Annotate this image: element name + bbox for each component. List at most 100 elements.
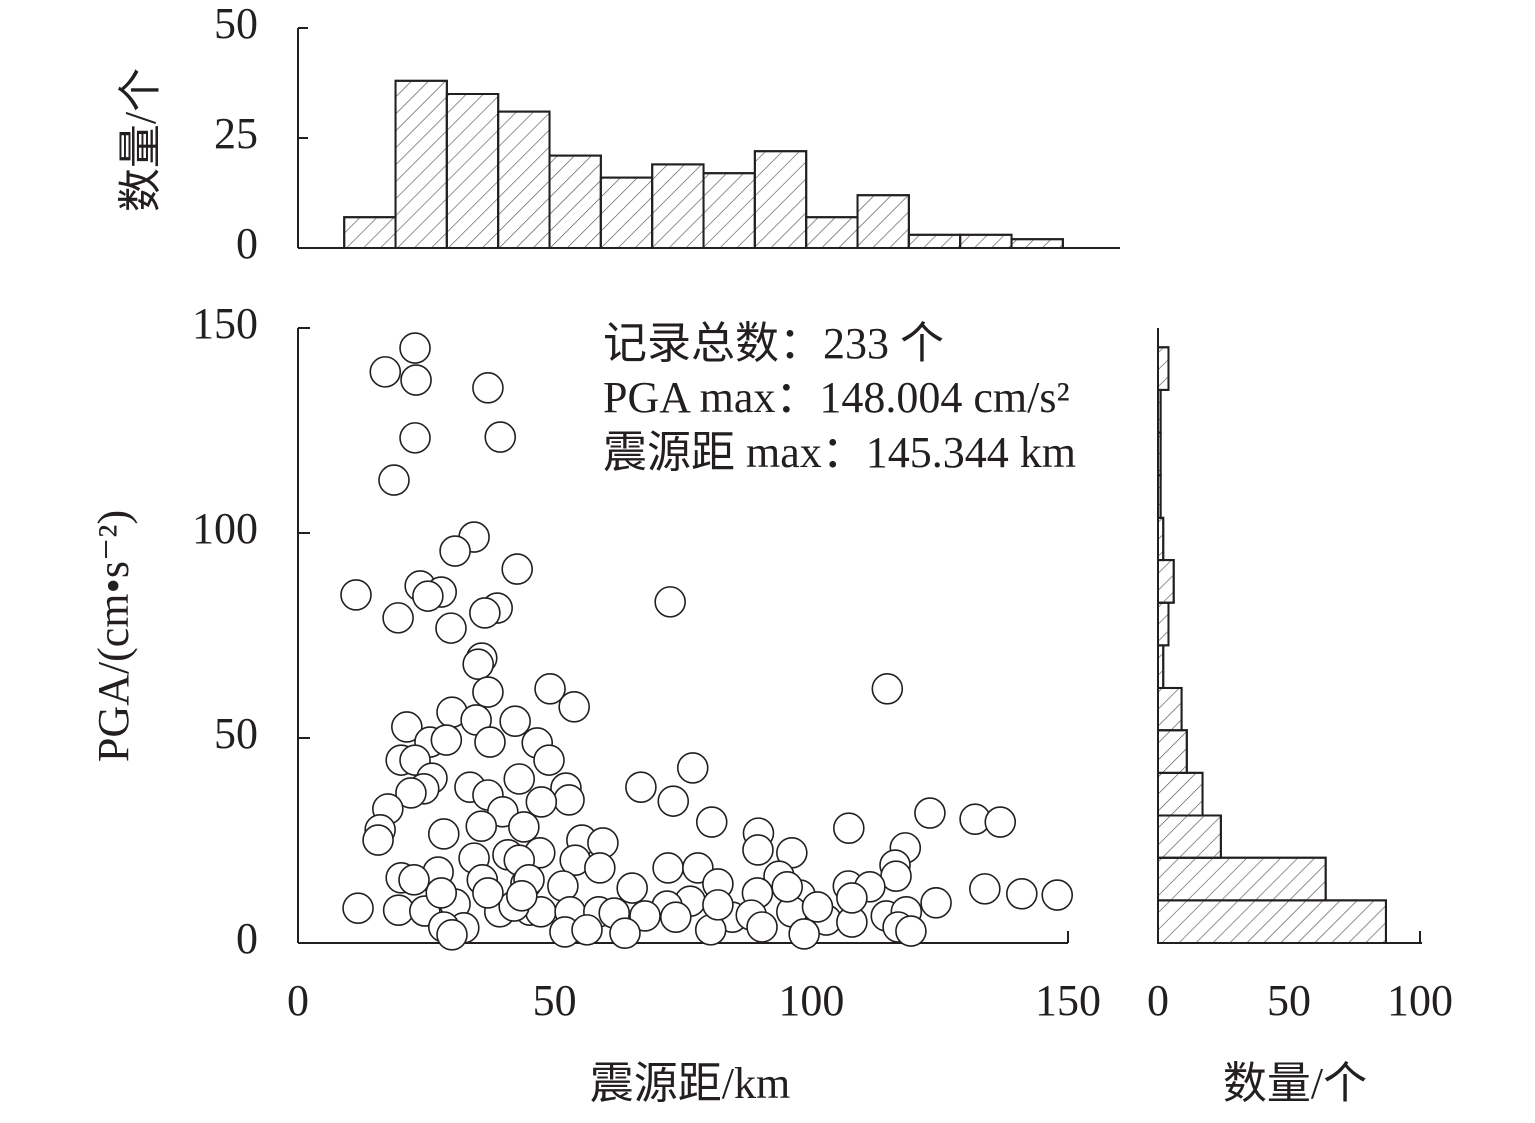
point xyxy=(435,612,467,644)
y-tick-label: 50 xyxy=(214,709,258,758)
point xyxy=(398,864,430,896)
point xyxy=(771,871,804,903)
point xyxy=(382,602,414,634)
point xyxy=(399,332,431,364)
bar xyxy=(1157,644,1165,689)
point xyxy=(625,771,657,804)
bar xyxy=(959,233,1013,250)
bar xyxy=(702,172,756,249)
point xyxy=(400,364,432,396)
bar xyxy=(1157,686,1183,732)
point xyxy=(895,915,927,947)
point xyxy=(436,918,468,951)
bar xyxy=(497,110,551,249)
point xyxy=(702,889,734,921)
y-axis-label: PGA/(cm•s⁻²) xyxy=(89,510,138,762)
point xyxy=(553,784,585,816)
point xyxy=(484,421,517,453)
point xyxy=(801,891,834,923)
x-tick-label: 100 xyxy=(1387,976,1453,1025)
point xyxy=(378,464,410,496)
point xyxy=(1005,877,1038,910)
bar xyxy=(1157,601,1170,647)
right-x-label: 数量/个 xyxy=(1223,1059,1367,1108)
point xyxy=(369,356,402,388)
bar xyxy=(1157,899,1387,944)
point xyxy=(501,553,533,585)
point xyxy=(833,812,865,845)
point xyxy=(533,744,565,776)
point xyxy=(472,877,504,909)
point xyxy=(657,785,690,817)
point xyxy=(629,900,661,932)
bar xyxy=(805,216,859,249)
x-tick-label: 50 xyxy=(1267,976,1311,1025)
point xyxy=(499,705,531,737)
bar xyxy=(1157,559,1175,604)
bar xyxy=(856,194,910,249)
bar xyxy=(907,233,962,250)
point xyxy=(342,892,374,924)
bar xyxy=(599,176,654,250)
bar xyxy=(1157,431,1162,477)
x-tick-label: 50 xyxy=(533,976,577,1025)
bar xyxy=(1157,516,1165,562)
point xyxy=(558,691,590,723)
point xyxy=(534,672,566,705)
point xyxy=(503,763,536,795)
point xyxy=(427,818,460,850)
point xyxy=(469,597,501,629)
point xyxy=(508,811,540,843)
annotation: 记录总数：233 个 xyxy=(603,319,944,368)
point xyxy=(609,917,641,949)
point xyxy=(474,726,506,758)
point xyxy=(676,752,709,784)
point xyxy=(462,648,494,681)
y-tick-label: 50 xyxy=(214,0,258,48)
bar xyxy=(445,93,500,249)
bar xyxy=(1157,856,1327,902)
annotation: 震源距 max：145.344 km xyxy=(603,428,1076,477)
point xyxy=(571,914,603,946)
point xyxy=(412,580,444,612)
y-tick-label: 100 xyxy=(192,504,258,553)
bar xyxy=(548,154,602,250)
bar xyxy=(651,163,705,249)
point xyxy=(984,806,1017,838)
annotation: PGA max：148.004 cm/s² xyxy=(603,373,1070,422)
bar xyxy=(1157,346,1170,391)
bar xyxy=(1010,238,1064,249)
point xyxy=(506,880,538,912)
bar xyxy=(1157,771,1204,817)
point xyxy=(362,824,394,856)
bar xyxy=(753,150,808,249)
bar xyxy=(1157,729,1188,774)
x-tick-label: 100 xyxy=(778,976,844,1025)
point xyxy=(395,777,427,809)
point xyxy=(465,810,498,842)
point xyxy=(1041,879,1074,911)
point xyxy=(425,877,458,909)
point xyxy=(660,901,692,933)
bar xyxy=(1157,814,1222,859)
point xyxy=(391,711,423,743)
y-tick-label: 25 xyxy=(214,109,258,158)
point xyxy=(525,786,558,818)
point xyxy=(652,852,684,884)
point xyxy=(920,887,952,919)
x-tick-label: 150 xyxy=(1035,976,1101,1025)
point xyxy=(871,672,904,705)
point xyxy=(430,724,463,756)
y-tick-label: 0 xyxy=(236,219,258,268)
point xyxy=(616,872,648,904)
x-tick-label: 0 xyxy=(287,976,309,1025)
point xyxy=(439,535,471,567)
bar xyxy=(1157,388,1162,434)
point xyxy=(969,873,1001,905)
bar xyxy=(343,216,397,249)
point xyxy=(472,372,504,404)
x-axis-label: 震源距/km xyxy=(590,1059,790,1108)
point xyxy=(654,586,686,618)
top-y-label: 数量/个 xyxy=(116,68,165,212)
